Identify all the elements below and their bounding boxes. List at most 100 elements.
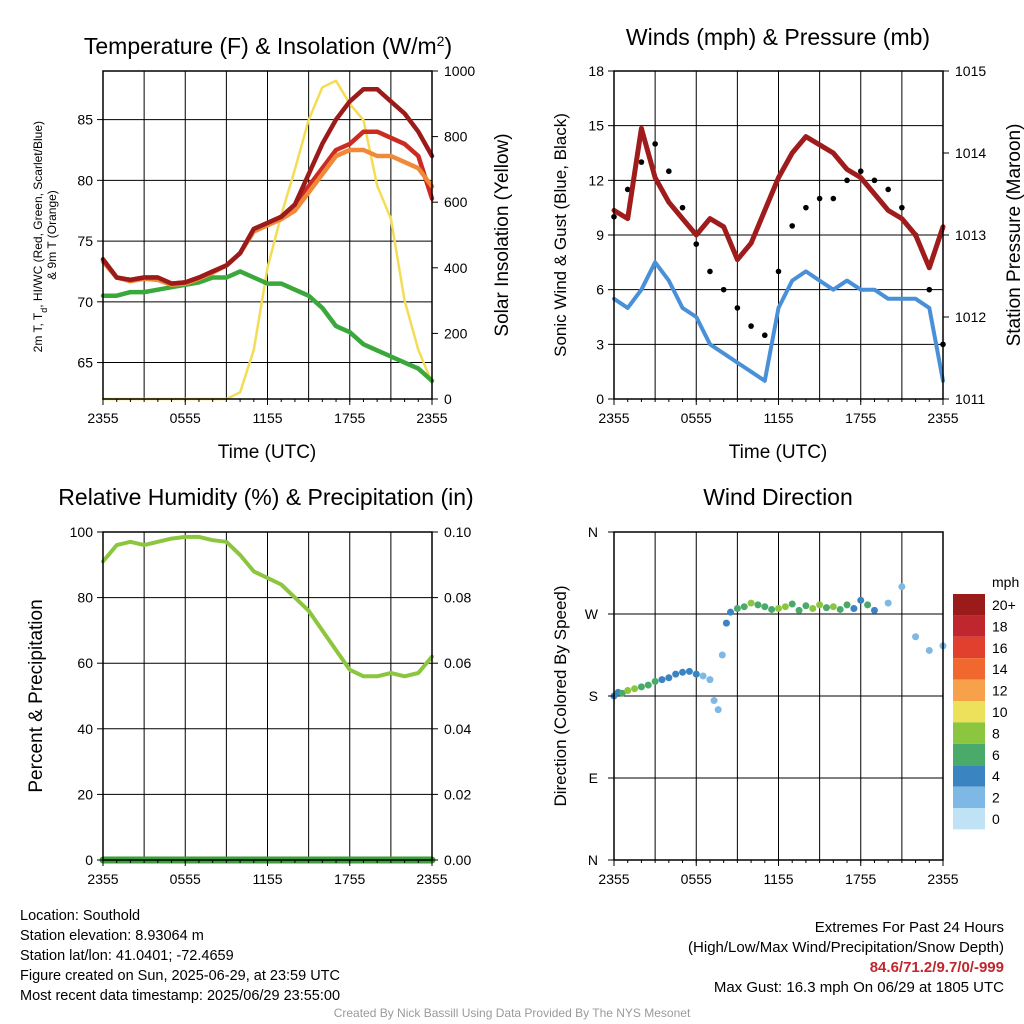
speed-colorbar-legend: mph 20+ 18 16 14 12 10 8 6 4 2 0: [953, 574, 1019, 830]
direction-point: [685, 667, 693, 675]
wind-direction-title: Wind Direction: [703, 484, 853, 510]
x-tick-label: 1155: [763, 871, 793, 887]
legend-label: 16: [992, 640, 1008, 656]
y-tick-label: 100: [70, 524, 94, 540]
direction-point: [898, 583, 906, 591]
legend-label: 18: [992, 618, 1008, 634]
y2-tick-label: 1015: [955, 63, 986, 79]
station-info: Location: Southold Station elevation: 8.…: [20, 906, 340, 1006]
figure-created: Figure created on Sun, 2025-06-29, at 23…: [20, 968, 340, 984]
legend-swatch: [953, 722, 985, 744]
legend-swatch: [953, 701, 985, 723]
temperature-ylabel: 2m T, Td, HI/WC (Red, Green, Scarlet/Blu…: [31, 118, 59, 353]
gust-point: [707, 268, 713, 275]
temperature-xlabel: Time (UTC): [218, 442, 317, 463]
legend-label: 8: [992, 725, 1000, 741]
gust-point: [761, 332, 768, 339]
legend-title: mph: [992, 574, 1019, 590]
direction-point: [802, 602, 810, 610]
legend-label: 2: [992, 790, 1000, 806]
gust-point: [666, 168, 672, 175]
extremes-legend: (High/Low/Max Wind/Precipitation/Snow De…: [688, 939, 1004, 956]
y2-tick-label: 0: [444, 391, 452, 407]
y-tick-label: 85: [77, 112, 93, 128]
legend-swatch: [953, 658, 985, 680]
y-tick-label: 12: [588, 172, 604, 188]
x-tick-label: 1755: [845, 410, 876, 426]
x-tick-label: 2355: [598, 410, 629, 426]
gust-point: [679, 204, 686, 211]
legend-label: 20+: [992, 597, 1016, 613]
wind-direction-ylabel: Direction (Colored By Speed): [551, 585, 570, 806]
meteogram-panels: Temperature (F) & Insolation (W/m2) 2355…: [26, 24, 1024, 887]
extremes-info: Extremes For Past 24 Hours (High/Low/Max…: [688, 918, 1004, 998]
temperature-y2label: Solar Insolation (Yellow): [492, 133, 513, 336]
direction-tick-label: S: [589, 688, 598, 704]
gust-point: [830, 195, 837, 202]
legend-swatch: [953, 594, 985, 616]
x-tick-label: 1155: [252, 871, 282, 887]
gust-point: [871, 177, 878, 184]
direction-point: [788, 600, 796, 608]
y2-tick-label: 0.04: [444, 721, 471, 737]
y2-tick-label: 1000: [444, 63, 475, 79]
winds-y2label: Station Pressure (Maroon): [1004, 124, 1024, 347]
station-latlon: Station lat/lon: 41.0401; -72.4659: [20, 948, 234, 964]
gust-point: [652, 141, 658, 147]
winds-panel: Winds (mph) & Pressure (mb) 2355 0555 1155…: [551, 24, 1024, 463]
direction-point: [665, 674, 673, 682]
humidity-ylabel: Percent & Precipitation: [26, 599, 47, 792]
direction-point: [624, 687, 632, 695]
direction-point: [809, 605, 817, 613]
direction-point: [864, 601, 872, 609]
credit-line: Created By Nick Bassill Using Data Provi…: [333, 1006, 691, 1020]
direction-point: [740, 603, 748, 611]
humidity-title: Relative Humidity (%) & Precipitation (i…: [58, 484, 473, 510]
gust-point: [844, 177, 850, 184]
legend-label: 4: [992, 768, 1000, 784]
winds-ylabel: Sonic Wind & Gust (Blue, Black): [551, 113, 570, 357]
y2-tick-label: 0.08: [444, 590, 471, 606]
y2-tick-label: 0.02: [444, 786, 471, 802]
gust-point: [720, 286, 727, 293]
legend-label: 6: [992, 747, 1000, 763]
y2-tick-label: 0.00: [444, 852, 471, 868]
direction-point: [718, 651, 726, 659]
direction-point: [884, 599, 892, 607]
y-tick-label: 80: [77, 172, 93, 188]
y-tick-label: 60: [77, 655, 93, 671]
y-tick-label: 15: [588, 118, 604, 134]
gust-point: [693, 241, 700, 247]
extremes-values: 84.6/71.2/9.7/0/-999: [869, 959, 1004, 976]
gust-point: [748, 323, 754, 329]
y2-tick-label: 0.10: [444, 524, 471, 540]
gust-point: [803, 204, 809, 211]
gust-point: [885, 186, 891, 193]
direction-point: [912, 633, 920, 641]
y2-tick-label: 1014: [955, 145, 986, 161]
direction-point: [747, 599, 755, 607]
direction-point: [754, 601, 762, 609]
legend-swatch: [953, 743, 985, 766]
y-tick-label: 20: [77, 786, 93, 802]
humidity-panel: Relative Humidity (%) & Precipitation (i…: [26, 484, 474, 887]
legend-swatch: [953, 808, 985, 830]
pressure-line: [611, 125, 946, 271]
y-tick-label: 40: [77, 721, 93, 737]
y2-tick-label: 600: [444, 194, 468, 210]
direction-point: [768, 605, 776, 613]
x-tick-label: 1755: [334, 410, 365, 426]
legend-swatch: [953, 765, 985, 787]
y2-tick-label: 400: [444, 260, 468, 276]
y-tick-label: 75: [77, 233, 93, 249]
x-tick-label: 1155: [252, 410, 282, 426]
y-tick-label: 0: [85, 852, 93, 868]
wind-direction-panel: Wind Direction 2355 0555 1155 1755 2355NESWN…: [551, 484, 1019, 887]
gust-point: [816, 195, 823, 202]
x-tick-label: 1755: [334, 871, 365, 887]
direction-point: [822, 604, 830, 612]
y2-tick-label: 800: [444, 129, 468, 145]
legend-label: 10: [992, 704, 1008, 720]
direction-tick-label: E: [589, 770, 598, 786]
direction-point: [658, 676, 666, 684]
